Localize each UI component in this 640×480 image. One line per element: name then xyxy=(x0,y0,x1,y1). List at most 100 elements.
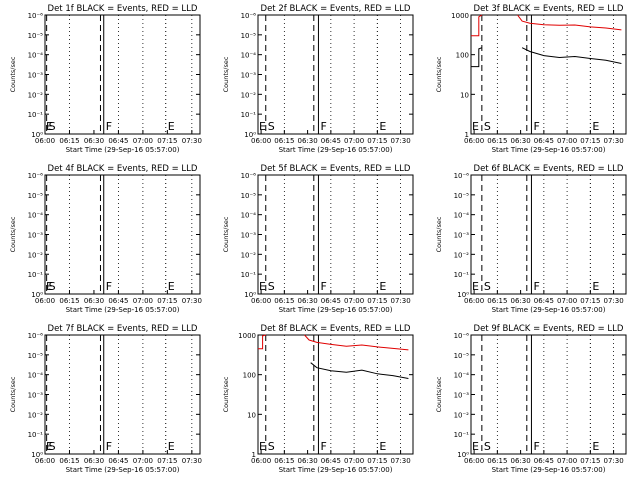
x-tick-label: 07:30 xyxy=(182,137,202,145)
x-tick-label: 07:00 xyxy=(344,457,364,465)
marker-label: S xyxy=(268,280,275,293)
marker-label: F xyxy=(533,440,539,453)
x-tick-label: 07:00 xyxy=(344,137,364,145)
y-tick-label: 10⁻⁶ xyxy=(454,332,470,340)
y-tick-label: 10⁻³ xyxy=(241,232,257,240)
x-tick-label: 07:15 xyxy=(367,137,387,145)
x-tick-label: 07:15 xyxy=(580,457,600,465)
y-tick-label: 10⁰ xyxy=(31,291,43,299)
x-tick-label: 06:00 xyxy=(35,457,55,465)
y-tick-label: 10⁻⁴ xyxy=(454,212,470,220)
panel-title: Det 8f BLACK = Events, RED = LLD xyxy=(261,324,411,334)
x-tick-label: 06:15 xyxy=(274,297,294,305)
y-tick-label: 10⁻⁵ xyxy=(241,32,257,40)
marker-label: S xyxy=(484,440,491,453)
marker-label-left-e: E xyxy=(472,280,479,293)
y-tick-label: 10⁰ xyxy=(31,131,43,139)
panel-title: Det 2f BLACK = Events, RED = LLD xyxy=(261,4,411,14)
y-tick-label: 100 xyxy=(456,52,469,60)
series-line-lld xyxy=(304,334,409,351)
x-tick-label: 06:45 xyxy=(534,457,554,465)
y-tick-label: 10⁻³ xyxy=(28,392,44,400)
marker-label-left-e: E xyxy=(46,120,53,133)
x-tick-label: 06:00 xyxy=(251,297,271,305)
plot-frame xyxy=(44,14,201,135)
x-tick-label: 06:30 xyxy=(84,457,104,465)
y-tick-label: 10⁻⁶ xyxy=(28,172,44,180)
y-tick-label: 10⁻² xyxy=(28,251,44,259)
x-axis-label: Start Time (29-Sep-16 05:57:00) xyxy=(492,306,606,314)
y-tick-label: 10⁻³ xyxy=(28,72,44,80)
marker-label-left-e: E xyxy=(259,280,266,293)
series-line-lld xyxy=(517,14,622,31)
y-tick-label: 10⁻¹ xyxy=(28,431,44,439)
x-tick-label: 06:30 xyxy=(84,297,104,305)
x-tick-label: 07:30 xyxy=(182,297,202,305)
marker-label: F xyxy=(106,440,112,453)
marker-label: S xyxy=(484,120,491,133)
x-tick-label: 06:45 xyxy=(108,457,128,465)
x-tick-label: 07:15 xyxy=(157,297,177,305)
marker-label: S xyxy=(49,440,56,453)
x-tick-label: 07:00 xyxy=(133,297,153,305)
y-tick-label: 10 xyxy=(247,411,256,419)
panel-title: Det 6f BLACK = Events, RED = LLD xyxy=(474,164,624,174)
plot-frame xyxy=(470,14,627,135)
y-tick-label: 10⁻¹ xyxy=(28,111,44,119)
x-tick-label: 06:15 xyxy=(487,137,507,145)
marker-label-left-e: E xyxy=(472,120,479,133)
y-tick-label: 10⁻⁴ xyxy=(241,212,257,220)
y-tick-label: 10⁻⁶ xyxy=(241,172,257,180)
plot-frame xyxy=(257,14,414,135)
x-tick-label: 06:15 xyxy=(274,457,294,465)
y-axis-label: Counts/sec xyxy=(222,216,230,252)
x-tick-label: 06:00 xyxy=(35,137,55,145)
x-tick-label: 06:30 xyxy=(84,137,104,145)
y-tick-label: 10⁻² xyxy=(454,411,470,419)
y-tick-label: 10⁻⁵ xyxy=(28,352,44,360)
y-axis-label: Counts/sec xyxy=(435,376,443,412)
panel-title: Det 4f BLACK = Events, RED = LLD xyxy=(48,164,198,174)
y-axis-label: Counts/sec xyxy=(435,216,443,252)
marker-label: S xyxy=(268,120,275,133)
plot-frame xyxy=(257,174,414,295)
marker-label: F xyxy=(106,280,112,293)
x-axis-label: Start Time (29-Sep-16 05:57:00) xyxy=(66,466,180,474)
y-tick-label: 10⁻⁵ xyxy=(241,192,257,200)
series-line-events xyxy=(521,47,622,64)
y-tick-label: 10⁻¹ xyxy=(454,271,470,279)
x-tick-label: 06:30 xyxy=(298,137,318,145)
series-line-lld xyxy=(258,334,266,350)
y-tick-label: 10⁻⁴ xyxy=(28,372,44,380)
y-tick-label: 10⁻⁵ xyxy=(28,192,44,200)
marker-label-left-e: E xyxy=(46,280,53,293)
plot-frame xyxy=(257,334,414,455)
plot-frame xyxy=(44,334,201,455)
x-tick-label: 06:45 xyxy=(321,137,341,145)
y-tick-label: 10⁻⁶ xyxy=(454,172,470,180)
y-tick-label: 1000 xyxy=(451,12,469,20)
panel-title: Det 5f BLACK = Events, RED = LLD xyxy=(261,164,411,174)
x-tick-label: 06:00 xyxy=(251,457,271,465)
x-tick-label: 06:00 xyxy=(35,297,55,305)
series-line-events xyxy=(310,362,409,379)
y-axis-label: Counts/sec xyxy=(9,216,17,252)
y-tick-label: 10⁻⁶ xyxy=(241,12,257,20)
y-tick-label: 10⁻⁴ xyxy=(241,52,257,60)
x-tick-label: 07:30 xyxy=(391,457,411,465)
x-tick-label: 06:30 xyxy=(298,297,318,305)
x-tick-label: 06:30 xyxy=(511,297,531,305)
y-tick-label: 10⁻⁶ xyxy=(28,332,44,340)
x-tick-label: 07:15 xyxy=(157,457,177,465)
x-tick-label: 06:15 xyxy=(487,297,507,305)
y-tick-label: 10⁰ xyxy=(457,291,469,299)
y-axis-label: Counts/sec xyxy=(222,376,230,412)
marker-label: E xyxy=(379,280,386,293)
marker-label: E xyxy=(592,440,599,453)
x-tick-label: 06:30 xyxy=(511,137,531,145)
plot-frame xyxy=(44,174,201,295)
y-axis-label: Counts/sec xyxy=(222,56,230,92)
y-tick-label: 10⁻⁵ xyxy=(454,192,470,200)
